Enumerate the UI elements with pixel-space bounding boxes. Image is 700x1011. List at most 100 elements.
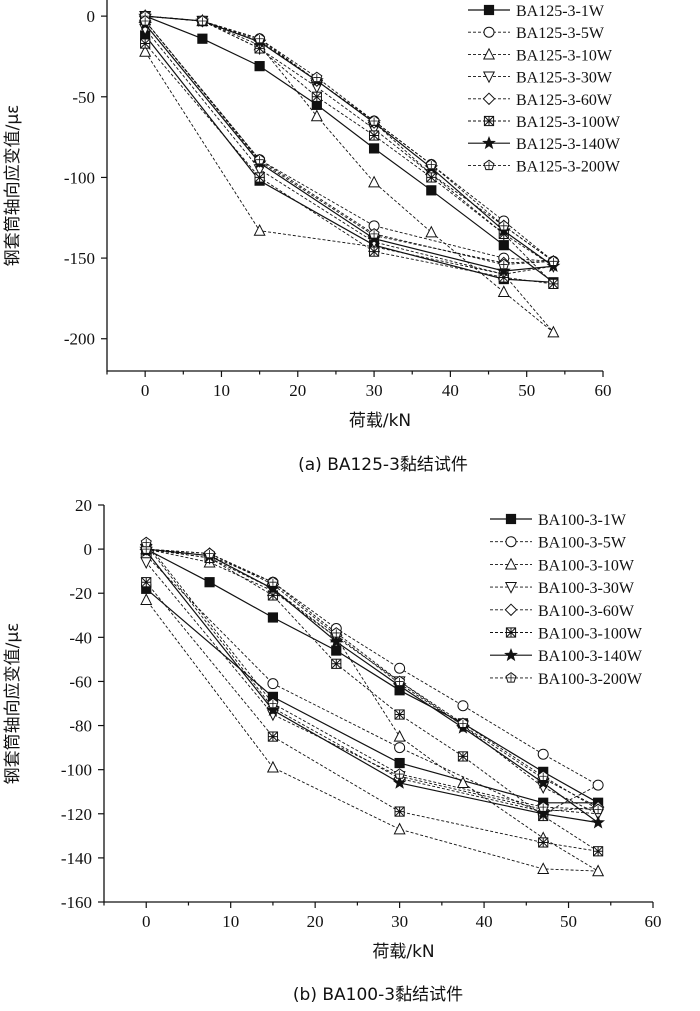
data-point	[537, 770, 549, 781]
x-tick-label: 0	[142, 912, 151, 931]
series-BA125-3-1W	[140, 11, 559, 288]
data-point	[425, 158, 437, 170]
x-tick-label: 30	[391, 912, 408, 931]
y-tick-label: -120	[61, 805, 92, 824]
y-tick-label: -80	[69, 717, 92, 736]
data-point	[536, 775, 551, 789]
series-BA100-3-10W	[140, 542, 605, 877]
series-line	[145, 544, 600, 813]
legend-label: BA100-3-60W	[538, 603, 635, 620]
legend-label: BA125-3-200W	[516, 158, 621, 175]
data-point	[310, 109, 323, 122]
y-tick-label: -100	[64, 168, 95, 187]
data-point	[392, 775, 407, 789]
data-point	[592, 864, 605, 877]
legend-label: BA100-3-30W	[538, 580, 635, 597]
data-point	[394, 709, 405, 720]
data-point	[498, 220, 510, 231]
data-point	[457, 751, 469, 762]
x-tick-label: 50	[518, 381, 535, 400]
y-tick-label: -50	[72, 88, 95, 107]
legend: BA125-3-1W BA125-3-5W BA125-3-10W BA125-3-3…	[468, 3, 621, 175]
data-point	[393, 822, 406, 835]
data-point	[266, 702, 280, 716]
data-point	[204, 577, 215, 588]
data-point	[330, 627, 342, 638]
y-axis-title: 钢套筒轴向应变值/με	[3, 105, 23, 267]
y-tick-label: -140	[61, 849, 92, 868]
legend-marker	[482, 92, 496, 106]
data-point	[267, 612, 279, 623]
data-point	[140, 593, 153, 605]
series-BA100-3-100W	[141, 544, 604, 857]
y-tick-label: 20	[75, 496, 92, 515]
data-point	[537, 748, 549, 760]
data-point	[394, 757, 405, 769]
legend-marker	[505, 536, 517, 548]
series-BA125-3-60W	[138, 9, 560, 270]
x-tick-label: 10	[222, 912, 239, 931]
chart-b: 0 10 20 30 40 50 60 20 0 -20 -40 -60 -80 -100 -120 -140…	[3, 496, 662, 1005]
data-point	[254, 153, 266, 165]
data-point	[368, 175, 381, 188]
series-BA100-3-1W	[141, 544, 604, 808]
data-point	[254, 172, 265, 183]
legend-label: BA100-3-100W	[538, 626, 643, 643]
data-point	[311, 71, 323, 83]
y-axis-title: 钢套筒轴向应变值/με	[3, 623, 23, 785]
x-tick-label: 60	[645, 912, 662, 931]
legend-label: BA100-3-200W	[538, 671, 643, 688]
series-BA100-3-200W	[140, 536, 604, 815]
x-tick-label: 10	[213, 381, 230, 400]
data-point	[426, 185, 437, 196]
legend-label: BA100-3-10W	[538, 557, 635, 574]
data-point	[368, 228, 380, 239]
data-point	[331, 645, 342, 656]
legend-marker	[504, 647, 518, 662]
legend-marker	[505, 627, 517, 638]
x-axis-title: 荷载/kN	[372, 942, 434, 962]
legend-marker	[483, 115, 495, 127]
data-point	[548, 278, 559, 289]
x-tick-label: 40	[442, 381, 459, 400]
data-point	[592, 803, 604, 815]
data-point	[592, 779, 604, 791]
data-point	[368, 130, 380, 141]
legend-label: BA100-3-1W	[538, 512, 627, 529]
legend-marker	[482, 135, 496, 150]
legend-marker	[504, 557, 518, 570]
legend-marker	[482, 47, 496, 60]
data-point	[457, 717, 469, 729]
legend-marker	[505, 513, 517, 525]
data-point	[368, 115, 380, 126]
data-point	[140, 536, 152, 548]
y-tick-label: -160	[61, 893, 92, 912]
data-point	[456, 776, 469, 788]
data-point	[141, 577, 152, 588]
legend-label: BA100-3-5W	[538, 535, 627, 552]
data-point	[368, 143, 380, 154]
data-point	[267, 576, 279, 587]
data-point	[196, 15, 208, 26]
data-point	[394, 806, 405, 817]
data-point	[425, 225, 438, 238]
legend-marker	[482, 71, 496, 84]
series-BA125-3-10W	[139, 9, 560, 338]
data-point	[394, 675, 406, 687]
data-point	[547, 325, 560, 338]
legend-label: BA125-3-1W	[516, 3, 605, 20]
data-point	[267, 731, 279, 742]
data-point	[253, 223, 266, 236]
series-line	[144, 15, 555, 285]
series-line	[145, 542, 599, 810]
x-tick-label: 50	[560, 912, 577, 931]
legend-label: BA125-3-140W	[516, 136, 621, 153]
x-tick-label: 60	[595, 381, 612, 400]
data-point	[266, 760, 279, 773]
data-point	[498, 258, 510, 270]
y-tick-label: -20	[69, 584, 92, 603]
series-BA125-3-200W	[139, 10, 559, 270]
legend-label: BA125-3-100W	[516, 114, 621, 131]
y-tick-label: -100	[61, 761, 92, 780]
